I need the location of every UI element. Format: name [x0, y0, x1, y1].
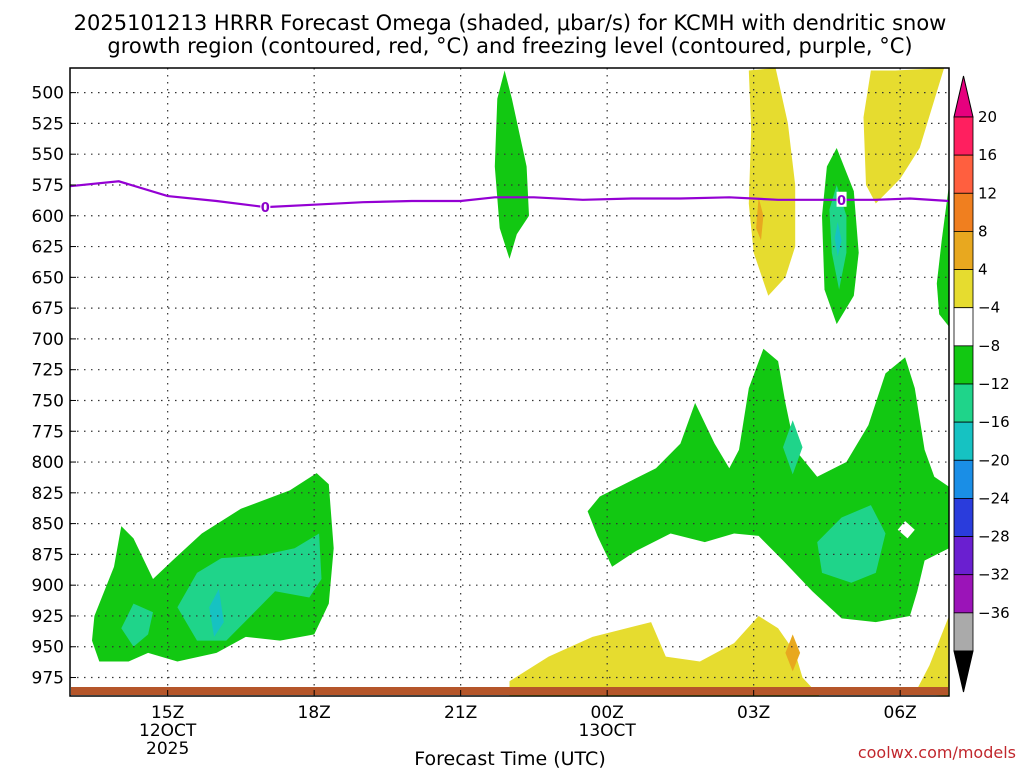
colorbar-top-arrow [953, 75, 974, 118]
omega-region-green-5 [587, 348, 949, 623]
colorbar-label-13: −36 [978, 604, 1010, 622]
chart-title-line-1: 2025101213 HRRR Forecast Omega (shaded, … [74, 11, 947, 35]
colorbar-label-9: −20 [978, 451, 1010, 469]
omega-region-green-12 [936, 185, 949, 327]
x-tick-year-15Z: 2025 [146, 739, 189, 759]
omega-region-yellow-16 [509, 616, 820, 696]
omega-region-cyan-11 [834, 221, 842, 257]
colorbar-label-11: −28 [978, 528, 1010, 546]
colorbar-swatch-10 [953, 498, 974, 537]
colorbar-swatch-1 [953, 154, 974, 194]
x-tick-date-15Z: 12OCT [139, 721, 197, 741]
y-tick-label-950: 950 [32, 638, 64, 658]
freezing-level-label-bg-0 [260, 199, 271, 215]
omega-region-med-7 [817, 505, 886, 583]
y-tick-label-575: 575 [32, 176, 64, 196]
omega-region-yellow-15 [863, 68, 945, 204]
y-tick-label-775: 775 [32, 422, 64, 442]
ground-strip [71, 687, 948, 695]
chart-title-line-2: growth region (contoured, red, °C) and f… [107, 34, 912, 58]
colorbar-label-2: 12 [978, 184, 997, 202]
x-tick-label-21Z: 21Z [444, 703, 477, 723]
x-tick-label-00Z: 00Z [591, 703, 624, 723]
plot-frame [69, 67, 950, 697]
freezing-level-label-bg-1 [836, 191, 847, 207]
colorbar-swatch-2 [953, 192, 974, 232]
colorbar-label-7: −12 [978, 375, 1010, 393]
colorbar-swatch-12 [953, 574, 974, 614]
colorbar-swatch-7 [953, 383, 974, 423]
y-axis-ticks: 500 525 550 575 600 625 650 675 700 725 750 775 800 8… [32, 84, 76, 689]
freezing-level-label-1: 0 [837, 194, 846, 209]
colorbar-label-3: 8 [978, 222, 988, 240]
y-tick-label-625: 625 [32, 238, 64, 258]
omega-region-green-4 [494, 70, 529, 259]
colorbar: 20 16 12 8 4 −4 −8 −12 −16 −20 −24 −28 −32 −36 [953, 75, 1010, 693]
freezing-level-label-0: 0 [261, 201, 270, 216]
omega-region-yellow-13 [748, 68, 796, 296]
x-tick-label-18Z: 18Z [298, 703, 331, 723]
colorbar-swatch-9 [953, 459, 974, 499]
colorbar-swatch-8 [953, 421, 974, 461]
x-tick-label-06Z: 06Z [884, 703, 917, 723]
y-tick-label-750: 750 [32, 391, 64, 411]
x-tick-date-00Z: 13OCT [579, 721, 637, 741]
y-tick-label-825: 825 [32, 484, 64, 504]
colorbar-swatch-6 [953, 345, 974, 385]
y-tick-label-800: 800 [32, 453, 64, 473]
omega-region-orange-17 [785, 634, 801, 672]
y-tick-label-975: 975 [32, 669, 64, 689]
y-tick-label-700: 700 [32, 330, 64, 350]
omega-region-orange-14 [756, 197, 764, 241]
colorbar-swatch-13 [953, 612, 974, 652]
y-tick-label-675: 675 [32, 299, 64, 319]
colorbar-label-4: 4 [978, 261, 988, 279]
y-tick-label-850: 850 [32, 515, 64, 535]
y-tick-label-600: 600 [32, 207, 64, 227]
x-tick-label-15Z: 15Z [151, 703, 184, 723]
colorbar-swatch-0 [953, 116, 974, 156]
omega-region-white-8 [897, 521, 915, 539]
freezing-level-line [70, 180, 949, 209]
colorbar-label-8: −16 [978, 413, 1010, 431]
omega-region-cyan-3 [209, 588, 224, 637]
y-tick-label-525: 525 [32, 114, 64, 134]
colorbar-label-1: 16 [978, 146, 997, 164]
y-tick-label-875: 875 [32, 545, 64, 565]
y-tick-label-550: 550 [32, 145, 64, 165]
x-tick-label-03Z: 03Z [737, 703, 770, 723]
x-axis-label: Forecast Time (UTC) [414, 748, 605, 768]
omega-shading-layer [92, 68, 949, 696]
colorbar-swatch-5 [953, 307, 974, 347]
omega-region-yellow-18 [914, 616, 949, 696]
colorbar-swatch-11 [953, 536, 974, 576]
y-tick-label-925: 925 [32, 607, 64, 627]
colorbar-label-6: −8 [978, 337, 1000, 355]
omega-region-med-1 [121, 603, 153, 647]
y-tick-label-650: 650 [32, 268, 64, 288]
colorbar-label-5: −4 [978, 299, 1000, 317]
omega-region-med-6 [783, 420, 803, 475]
y-tick-label-500: 500 [32, 84, 64, 104]
colorbar-bottom-arrow [953, 650, 974, 693]
y-tick-label-900: 900 [32, 576, 64, 596]
colorbar-swatch-3 [953, 231, 974, 270]
colorbar-swatch-4 [953, 269, 974, 309]
y-tick-label-725: 725 [32, 361, 64, 381]
credit-link[interactable]: coolwx.com/models [858, 743, 1016, 762]
colorbar-label-10: −24 [978, 489, 1010, 507]
colorbar-label-0: 20 [978, 108, 997, 126]
colorbar-label-12: −32 [978, 566, 1010, 584]
